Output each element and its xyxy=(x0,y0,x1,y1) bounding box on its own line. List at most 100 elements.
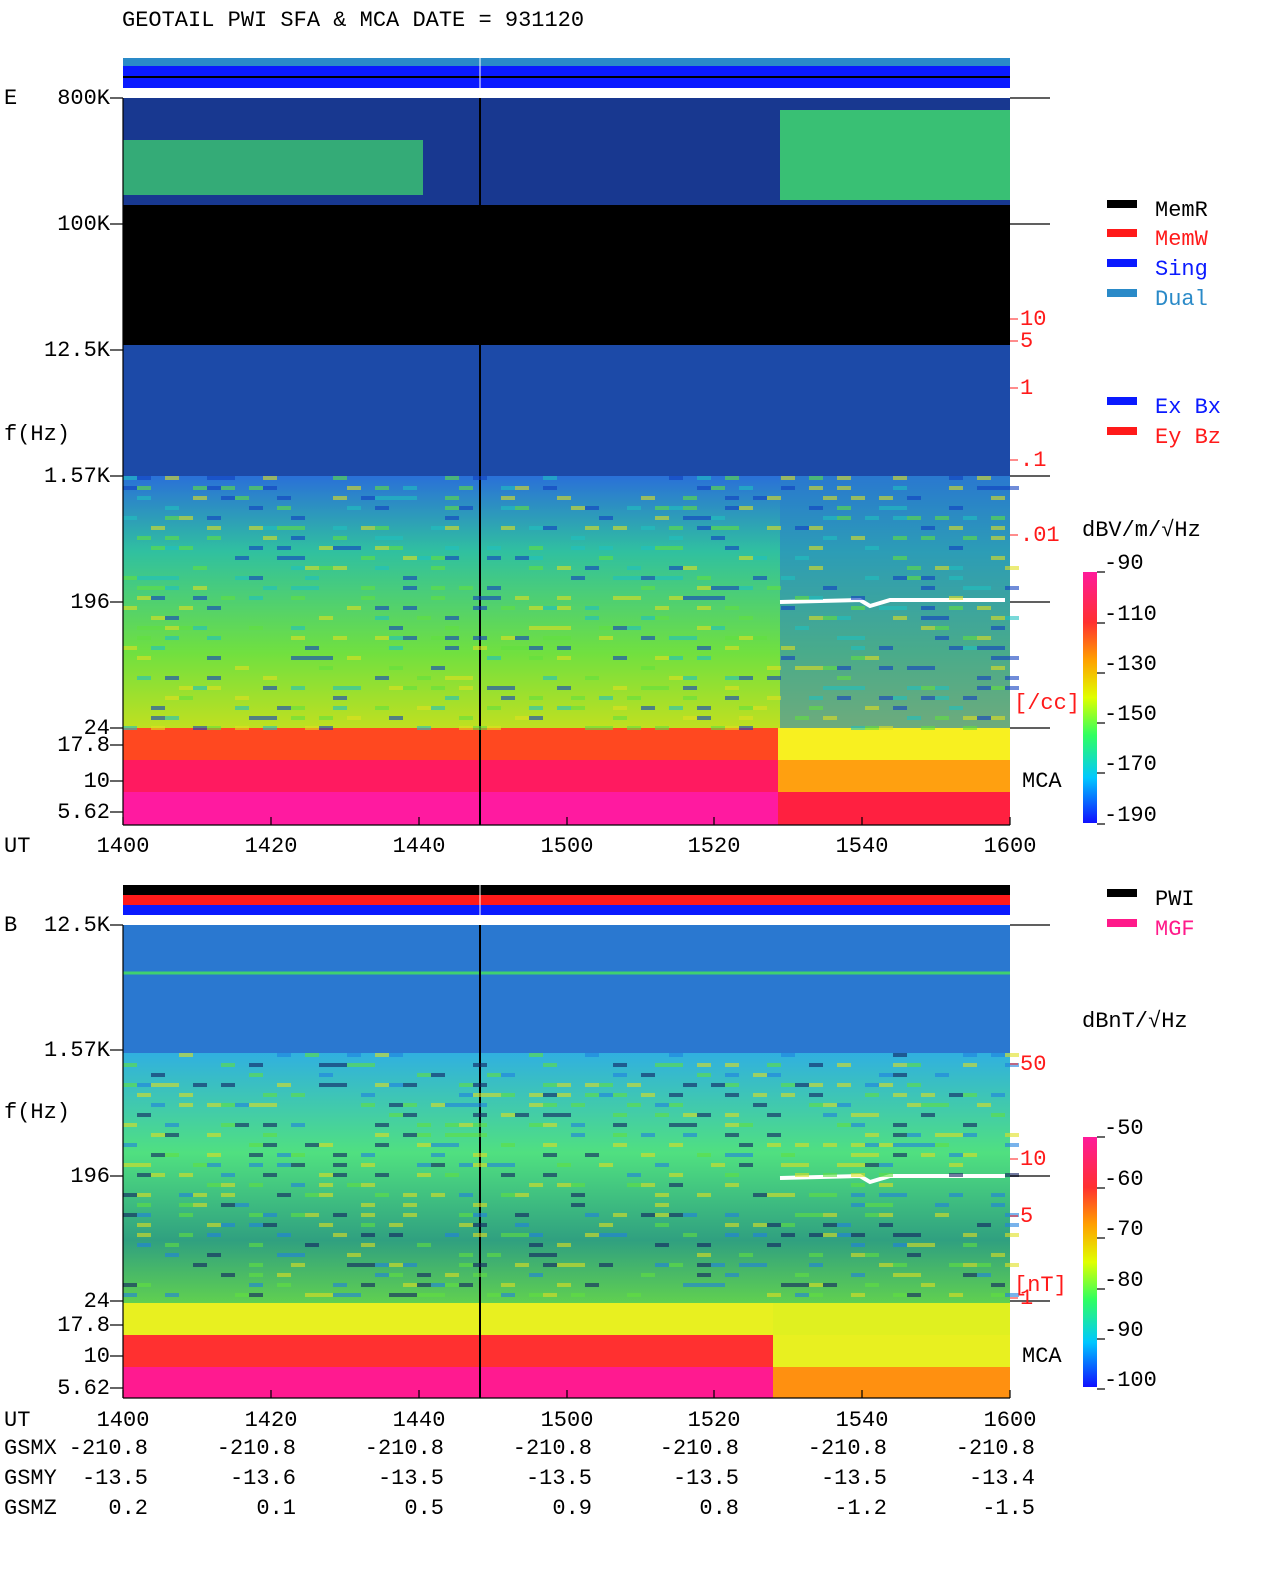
texture xyxy=(165,1243,179,1247)
texture xyxy=(319,566,333,570)
texture xyxy=(459,1283,473,1287)
texture xyxy=(599,556,613,560)
texture xyxy=(627,576,641,580)
texture xyxy=(683,676,697,680)
texture xyxy=(655,1243,669,1247)
texture xyxy=(291,1183,305,1187)
texture xyxy=(725,506,739,510)
texture xyxy=(151,1173,165,1177)
texture xyxy=(389,1233,403,1237)
texture xyxy=(445,496,459,500)
texture xyxy=(669,1173,683,1177)
texture xyxy=(809,476,823,480)
colorbar-tick-label: -110 xyxy=(1104,602,1157,627)
texture xyxy=(823,1223,837,1227)
texture xyxy=(375,1273,389,1277)
texture xyxy=(137,1113,151,1117)
texture xyxy=(935,686,949,690)
texture xyxy=(487,1093,501,1097)
texture xyxy=(809,1263,823,1267)
texture xyxy=(949,606,963,610)
texture xyxy=(207,476,221,480)
texture xyxy=(921,576,935,580)
texture xyxy=(725,1233,739,1237)
texture xyxy=(123,606,137,610)
panel-label: E xyxy=(4,86,17,111)
legend-text: Ex Bx xyxy=(1155,395,1221,420)
texture xyxy=(165,586,179,590)
texture xyxy=(921,726,935,730)
x-tick-label: 1440 xyxy=(393,834,446,859)
texture xyxy=(893,1293,907,1297)
texture xyxy=(739,676,753,680)
texture xyxy=(879,1173,893,1177)
texture xyxy=(683,1213,697,1217)
texture xyxy=(753,706,767,710)
texture xyxy=(767,496,781,500)
texture xyxy=(753,636,767,640)
texture xyxy=(235,1103,249,1107)
texture xyxy=(403,1193,417,1197)
x-axis-label: UT xyxy=(4,1408,30,1433)
texture xyxy=(991,1283,1005,1287)
texture xyxy=(445,556,459,560)
texture xyxy=(543,1083,557,1087)
texture xyxy=(123,1193,137,1197)
texture xyxy=(711,586,725,590)
texture xyxy=(193,1203,207,1207)
texture xyxy=(767,526,781,530)
texture xyxy=(333,686,347,690)
texture xyxy=(739,506,753,510)
texture xyxy=(823,496,837,500)
texture xyxy=(949,1263,963,1267)
colorbar-unit: dBV/m/√Hz xyxy=(1082,518,1201,543)
texture xyxy=(361,1283,375,1287)
texture xyxy=(893,606,907,610)
texture xyxy=(431,566,445,570)
texture xyxy=(949,576,963,580)
texture xyxy=(389,536,403,540)
texture xyxy=(207,526,221,530)
texture xyxy=(963,536,977,540)
texture xyxy=(697,626,711,630)
texture xyxy=(851,1183,865,1187)
texture xyxy=(179,1053,193,1057)
texture xyxy=(123,486,137,490)
texture xyxy=(319,1063,333,1067)
texture xyxy=(725,696,739,700)
y-tick-label: 24 xyxy=(84,716,110,741)
texture xyxy=(879,666,893,670)
texture xyxy=(417,1283,431,1287)
texture xyxy=(137,1173,151,1177)
texture xyxy=(557,686,571,690)
texture xyxy=(473,636,487,640)
legend-swatch xyxy=(1107,229,1137,237)
texture xyxy=(669,706,683,710)
texture xyxy=(669,676,683,680)
texture xyxy=(417,1163,431,1167)
colorbar-unit: dBnT/√Hz xyxy=(1082,1009,1188,1034)
texture xyxy=(291,626,305,630)
orbit-value: 0.9 xyxy=(552,1496,592,1521)
orbit-value: 0.2 xyxy=(108,1496,148,1521)
texture xyxy=(137,536,151,540)
texture xyxy=(753,1223,767,1227)
colorbar-tick-label: -90 xyxy=(1104,1318,1144,1343)
texture xyxy=(725,636,739,640)
texture xyxy=(767,1063,781,1067)
texture xyxy=(193,686,207,690)
texture xyxy=(123,1123,137,1127)
texture xyxy=(375,606,389,610)
texture xyxy=(613,716,627,720)
texture xyxy=(487,706,501,710)
texture xyxy=(879,646,893,650)
texture xyxy=(305,1213,319,1217)
texture xyxy=(375,486,389,490)
texture xyxy=(809,1193,823,1197)
texture xyxy=(907,1243,921,1247)
texture xyxy=(795,626,809,630)
texture xyxy=(1005,1223,1019,1227)
texture xyxy=(557,636,571,640)
texture xyxy=(319,1223,333,1227)
texture xyxy=(543,1113,557,1117)
